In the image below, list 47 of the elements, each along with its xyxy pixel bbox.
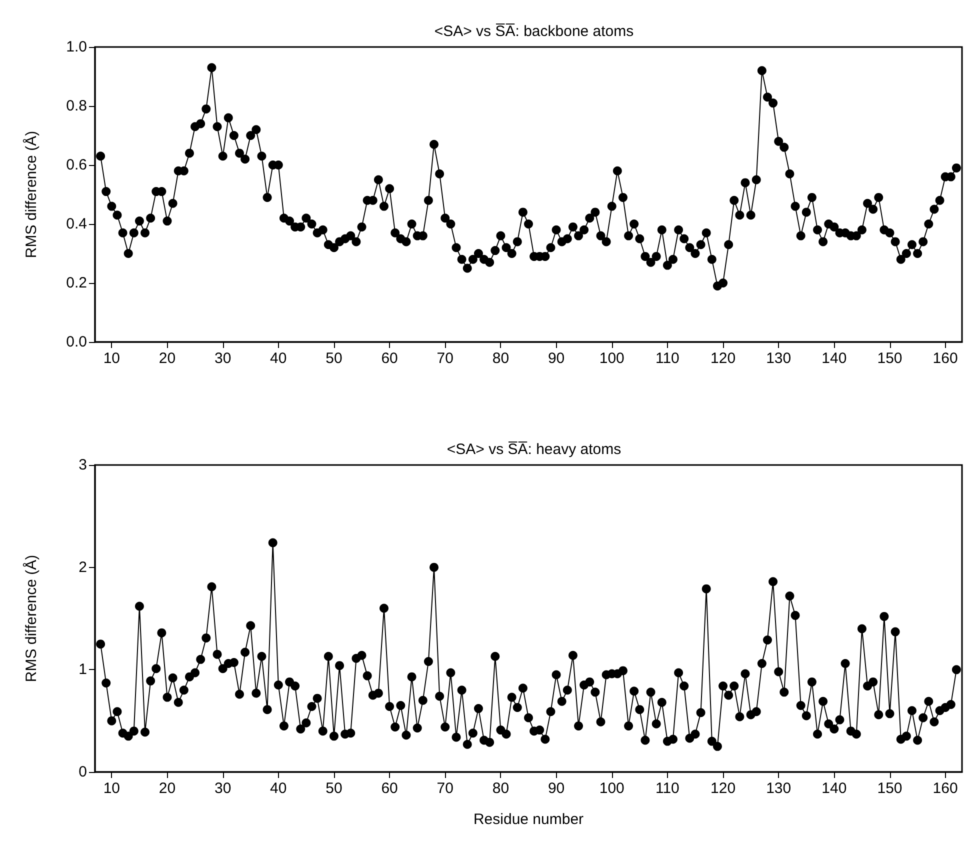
y-tick-label: 0.2: [66, 274, 87, 292]
x-tick-label: 130: [766, 350, 792, 367]
x-tick-label: 40: [270, 350, 287, 367]
x-tick-label: 20: [158, 350, 176, 367]
x-tick-label: 20: [158, 780, 176, 797]
x-tick-label: 60: [381, 780, 398, 797]
x-tick-label: 90: [548, 350, 565, 367]
x-tick-label: 30: [214, 350, 232, 367]
chart-title: <SA> vs S̅A̅: heavy atoms: [446, 441, 622, 458]
x-tick-label: 120: [710, 780, 736, 797]
y-tick-label: 0.6: [66, 156, 87, 174]
x-tick-label: 150: [877, 780, 902, 797]
x-tick-label: 150: [877, 350, 902, 367]
x-tick-label: 10: [103, 780, 120, 797]
y-tick-label: 0: [78, 764, 87, 780]
chart-title: <SA> vs S̅A̅: backbone atoms: [434, 23, 634, 40]
x-tick-label: 110: [655, 780, 680, 797]
y-tick-label: 1: [78, 661, 87, 678]
y-tick-label: 3: [78, 456, 87, 474]
x-tick-label: 100: [599, 350, 624, 367]
y-tick-label: 0.4: [66, 216, 87, 232]
x-tick-label: 100: [599, 780, 624, 797]
x-tick-label: 80: [492, 350, 510, 367]
x-axis-title: Residue number: [473, 811, 584, 828]
y-axis-title: RMS difference (Å): [22, 554, 40, 682]
x-tick-label: 30: [214, 780, 232, 797]
x-tick-label: 70: [436, 350, 454, 367]
x-tick-label: 140: [822, 350, 847, 367]
y-tick-label: 0.8: [66, 98, 87, 114]
x-tick-label: 130: [766, 780, 792, 797]
y-tick-label: 2: [78, 558, 87, 576]
x-tick-label: 160: [932, 780, 958, 797]
x-tick-label: 50: [326, 350, 342, 367]
x-tick-label: 70: [436, 780, 454, 797]
y-tick-label: 1.0: [66, 38, 87, 56]
x-tick-label: 40: [270, 780, 287, 797]
x-tick-label: 50: [326, 780, 342, 797]
x-tick-label: 160: [932, 350, 958, 367]
y-axis-title: RMS difference (Å): [22, 130, 40, 258]
x-tick-label: 90: [548, 780, 565, 797]
x-tick-label: 120: [710, 350, 736, 367]
x-tick-label: 60: [381, 350, 398, 367]
y-tick-label: 0.0: [66, 334, 87, 350]
x-tick-label: 10: [103, 350, 120, 367]
x-tick-label: 80: [492, 780, 510, 797]
x-tick-label: 110: [655, 350, 680, 367]
x-tick-label: 140: [822, 780, 847, 797]
